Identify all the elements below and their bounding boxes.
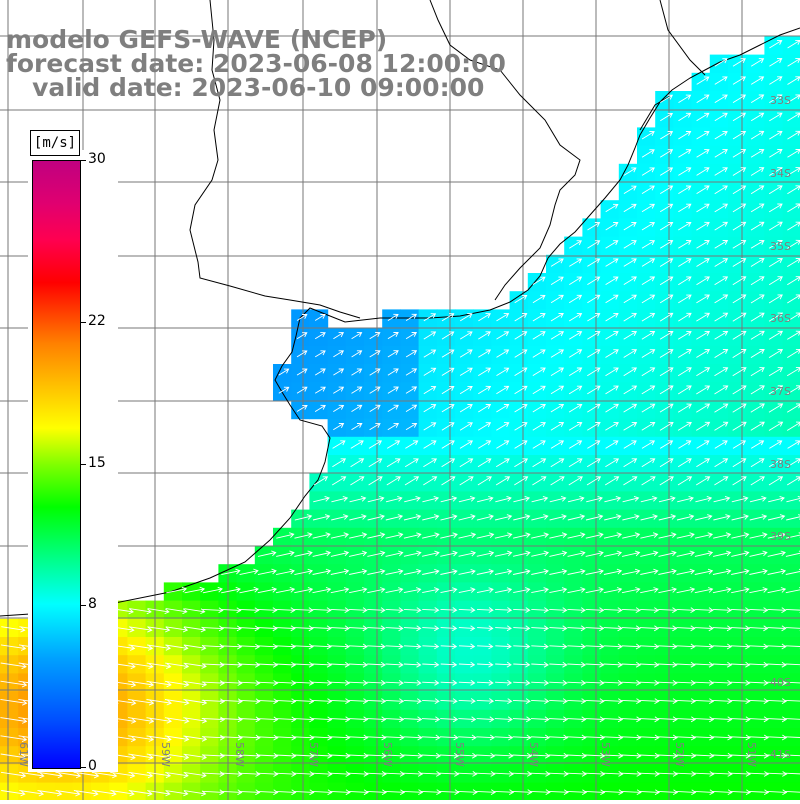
wind-cell bbox=[582, 473, 601, 492]
wind-cell bbox=[601, 473, 620, 492]
colorbar-tick bbox=[80, 605, 86, 606]
wind-cell bbox=[473, 328, 492, 347]
lon-label: 51W bbox=[745, 742, 758, 767]
wind-cell bbox=[710, 164, 729, 183]
wind-cell bbox=[601, 328, 620, 347]
lat-label: 38S bbox=[770, 458, 791, 471]
lat-label: 41S bbox=[770, 748, 791, 761]
lat-label: 33S bbox=[770, 94, 791, 107]
lon-label: 55W bbox=[453, 742, 466, 767]
colorbar-tick bbox=[80, 767, 86, 768]
colorbar-tick bbox=[80, 322, 86, 323]
wind-cell bbox=[637, 273, 656, 292]
wind-cell bbox=[728, 473, 747, 492]
lon-label: 56W bbox=[381, 742, 394, 767]
wind-cell bbox=[400, 382, 419, 401]
wind-cell bbox=[309, 473, 328, 492]
wind-cell bbox=[455, 346, 474, 365]
lon-label: 57W bbox=[307, 742, 320, 767]
title-line-3: valid date: 2023-06-10 09:00:00 bbox=[6, 76, 506, 100]
wind-cell bbox=[564, 473, 583, 492]
lat-label: 37S bbox=[770, 385, 791, 398]
colorbar bbox=[32, 160, 81, 769]
colorbar-tick-label: 0 bbox=[88, 758, 97, 774]
lat-label: 35S bbox=[770, 240, 791, 253]
wind-cell bbox=[364, 473, 383, 492]
wind-cell bbox=[746, 419, 765, 438]
map-title: modelo GEFS-WAVE (NCEP) forecast date: 2… bbox=[6, 28, 506, 100]
lat-label: 36S bbox=[770, 312, 791, 325]
lon-label: 59W bbox=[159, 742, 172, 767]
lon-label: 52W bbox=[673, 742, 686, 767]
lon-label: 54W bbox=[527, 742, 540, 767]
lat-label: 39S bbox=[770, 530, 791, 543]
lon-label: 58W bbox=[233, 742, 246, 767]
lat-label: 34S bbox=[770, 167, 791, 180]
wind-cell bbox=[437, 382, 456, 401]
wind-cell bbox=[673, 473, 692, 492]
wind-cell bbox=[673, 218, 692, 237]
wind-cell bbox=[328, 473, 347, 492]
colorbar-tick-label: 8 bbox=[88, 596, 97, 612]
wind-cell bbox=[400, 473, 419, 492]
wind-cell bbox=[764, 473, 783, 492]
colorbar-tick-label: 22 bbox=[88, 313, 106, 329]
wind-cell bbox=[655, 473, 674, 492]
wind-cell bbox=[528, 473, 547, 492]
wind-cell bbox=[637, 473, 656, 492]
wind-cell bbox=[419, 400, 438, 419]
colorbar-unit: [m/s] bbox=[30, 130, 80, 156]
wind-speed-field bbox=[0, 36, 800, 800]
wind-cell bbox=[582, 346, 601, 365]
colorbar-tick-label: 30 bbox=[88, 151, 106, 167]
colorbar-tick bbox=[80, 160, 86, 161]
lon-label: 53W bbox=[599, 742, 612, 767]
wind-cell bbox=[710, 473, 729, 492]
lat-label: 40S bbox=[770, 676, 791, 689]
wind-cell bbox=[746, 473, 765, 492]
wind-cell bbox=[546, 473, 565, 492]
wind-cell bbox=[346, 473, 365, 492]
wind-cell bbox=[619, 473, 638, 492]
wind-cell bbox=[382, 473, 401, 492]
wind-cell bbox=[546, 400, 565, 419]
colorbar-tick bbox=[80, 464, 86, 465]
wind-cell bbox=[692, 473, 711, 492]
wind-cell bbox=[746, 400, 765, 419]
colorbar-tick-label: 15 bbox=[88, 455, 106, 471]
